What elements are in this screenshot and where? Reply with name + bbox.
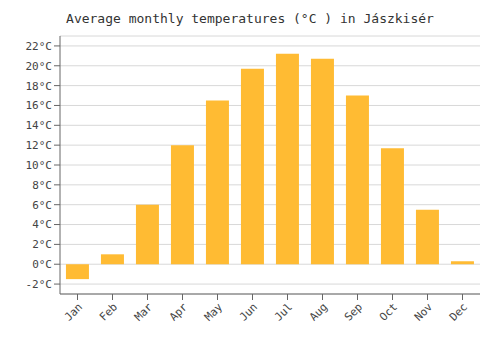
svg-text:Nov: Nov — [412, 300, 436, 324]
svg-text:4°C: 4°C — [32, 218, 52, 231]
svg-text:Apr: Apr — [167, 300, 191, 324]
svg-text:Jan: Jan — [62, 300, 85, 323]
svg-text:2°C: 2°C — [32, 238, 52, 251]
svg-text:18°C: 18°C — [26, 80, 53, 93]
svg-text:May: May — [202, 300, 226, 324]
svg-text:Feb: Feb — [97, 300, 120, 323]
svg-text:10°C: 10°C — [26, 159, 53, 172]
svg-text:Sep: Sep — [342, 300, 365, 323]
svg-text:8°C: 8°C — [32, 179, 52, 192]
svg-text:Aug: Aug — [307, 300, 330, 323]
svg-text:Oct: Oct — [377, 300, 400, 323]
svg-text:6°C: 6°C — [32, 199, 52, 212]
svg-text:Mar: Mar — [132, 300, 156, 324]
svg-text:22°C: 22°C — [26, 40, 53, 53]
svg-text:12°C: 12°C — [26, 139, 53, 152]
svg-text:0°C: 0°C — [32, 258, 52, 271]
svg-text:20°C: 20°C — [26, 60, 53, 73]
svg-text:-2°C: -2°C — [26, 278, 53, 291]
svg-text:Jul: Jul — [272, 300, 295, 323]
svg-text:Jun: Jun — [237, 300, 260, 323]
svg-text:14°C: 14°C — [26, 119, 53, 132]
svg-text:16°C: 16°C — [26, 99, 53, 112]
html-text:Average monthly temperatures (: Average monthly temperatures (°C ) in Já… — [66, 11, 434, 26]
svg-text:Dec: Dec — [447, 300, 470, 323]
